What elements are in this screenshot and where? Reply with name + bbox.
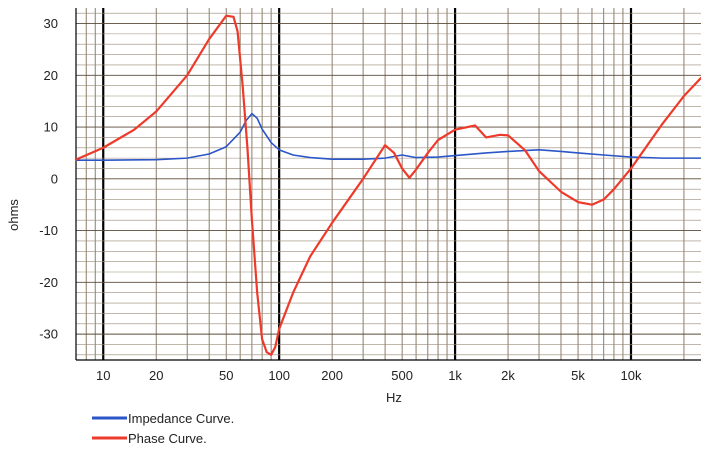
series-layer <box>74 14 701 356</box>
y-tick-label: -30 <box>39 327 58 342</box>
vertical-grid <box>75 8 685 360</box>
legend-label-impedance: Impedance Curve. <box>128 411 234 426</box>
x-tick-label: 2k <box>501 368 515 383</box>
legend-label-phase: Phase Curve. <box>128 431 207 446</box>
x-tick-label: 100 <box>268 368 290 383</box>
legend: Impedance Curve. Phase Curve. <box>92 411 234 446</box>
y-tick-labels: 30 20 10 0 -10 -20 -30 <box>39 16 58 342</box>
x-tick-label: 50 <box>219 368 233 383</box>
y-tick-label: 0 <box>51 171 58 186</box>
x-tick-label: 500 <box>391 368 413 383</box>
y-tick-label: -20 <box>39 275 58 290</box>
series-line-phase-curve <box>74 14 701 356</box>
y-tick-label: 20 <box>44 68 58 83</box>
series-line-impedance-curve <box>75 112 701 161</box>
y-tick-label: 10 <box>44 120 58 135</box>
x-axis-label: Hz <box>386 390 402 405</box>
y-axis-label: ohms <box>6 199 21 231</box>
x-tick-label: 200 <box>321 368 343 383</box>
x-tick-label: 10k <box>621 368 642 383</box>
x-tick-label: 1k <box>448 368 462 383</box>
x-tick-label: 5k <box>571 368 585 383</box>
x-tick-labels: 10 20 50 100 200 500 1k 2k 5k 10k <box>96 368 642 383</box>
y-tick-label: 30 <box>44 16 58 31</box>
x-tick-label: 20 <box>149 368 163 383</box>
y-tick-label: -10 <box>39 223 58 238</box>
horizontal-grid <box>76 12 701 356</box>
x-tick-label: 10 <box>96 368 110 383</box>
plot-frame <box>75 8 701 361</box>
